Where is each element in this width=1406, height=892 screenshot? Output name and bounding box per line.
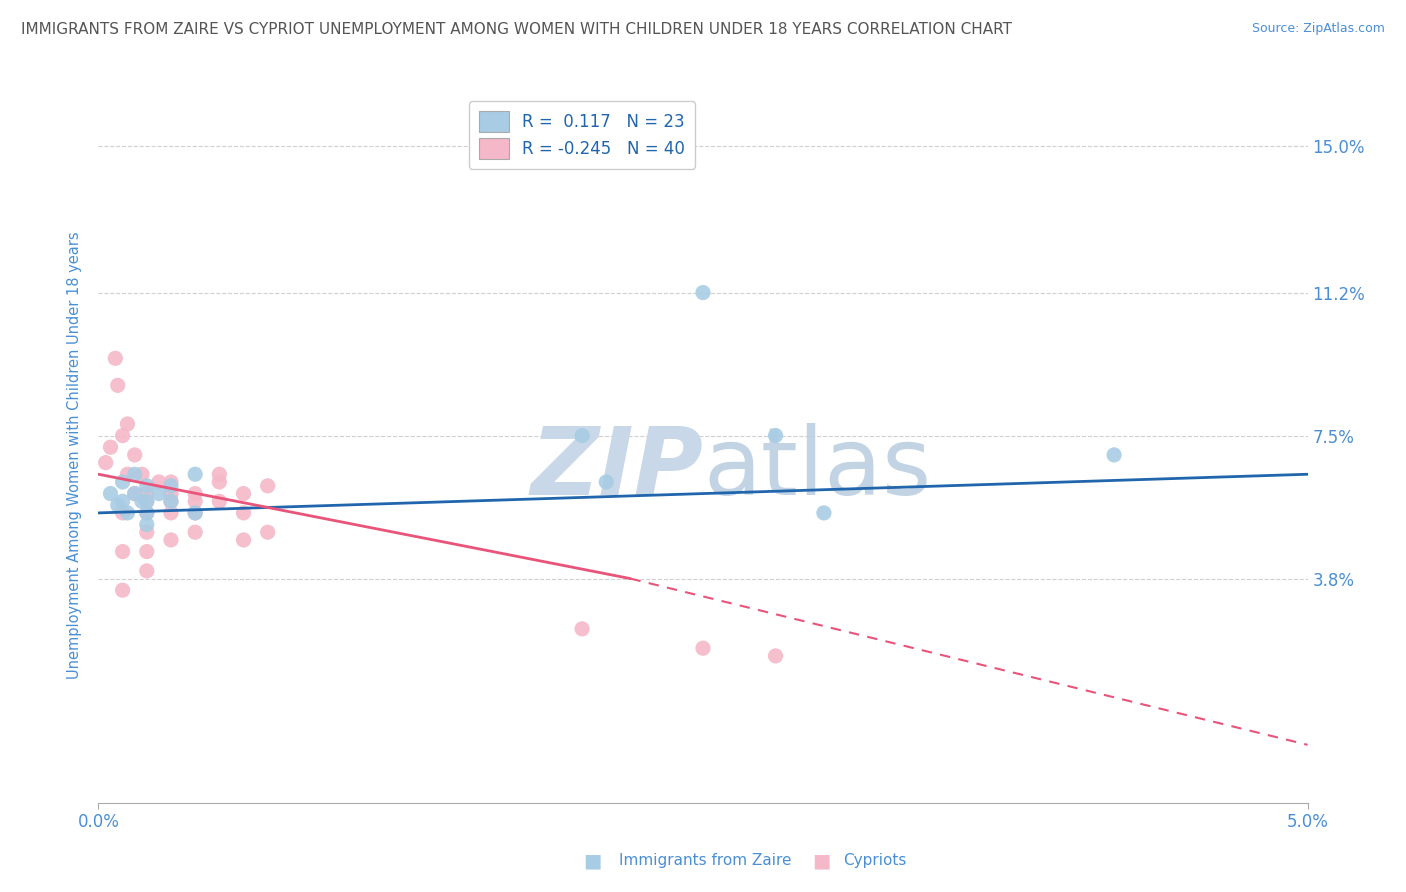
Point (100, 440, 122, 454)
Point (135, 494, 157, 508)
Point (208, 494, 231, 508)
Point (117, 417, 139, 431)
Point (813, 506, 835, 520)
Point (135, 479, 157, 493)
Point (124, 486, 146, 500)
Point (135, 564, 157, 578)
Point (256, 479, 278, 493)
Point (131, 494, 153, 508)
Text: ■: ■ (813, 851, 831, 871)
Point (184, 525, 207, 540)
Point (148, 475, 170, 489)
Text: ■: ■ (583, 851, 602, 871)
Point (765, 648, 787, 663)
Text: Cypriots: Cypriots (844, 854, 907, 868)
Point (124, 448, 146, 462)
Point (184, 506, 207, 520)
Point (232, 506, 254, 520)
Point (94, 456, 117, 470)
Point (184, 494, 207, 508)
Legend: R =  0.117   N = 23, R = -0.245   N = 40: R = 0.117 N = 23, R = -0.245 N = 40 (470, 102, 695, 169)
Point (160, 486, 183, 500)
Point (107, 498, 129, 512)
Point (160, 494, 183, 508)
Point (765, 428, 787, 442)
Point (184, 467, 207, 482)
Text: atlas: atlas (703, 423, 931, 515)
Point (111, 506, 134, 520)
Point (135, 506, 157, 520)
Point (131, 467, 153, 482)
Point (160, 494, 183, 508)
Point (232, 533, 254, 547)
Text: Immigrants from Zaire: Immigrants from Zaire (619, 854, 792, 868)
Point (135, 525, 157, 540)
Point (571, 428, 593, 442)
Y-axis label: Unemployment Among Women with Children Under 18 years: Unemployment Among Women with Children U… (67, 231, 83, 679)
Text: IMMIGRANTS FROM ZAIRE VS CYPRIOT UNEMPLOYMENT AMONG WOMEN WITH CHILDREN UNDER 18: IMMIGRANTS FROM ZAIRE VS CYPRIOT UNEMPLO… (21, 22, 1012, 37)
Point (135, 506, 157, 520)
Point (117, 467, 139, 482)
Point (111, 428, 134, 442)
Point (107, 378, 129, 392)
Point (1102, 448, 1125, 462)
Point (595, 475, 617, 489)
Point (692, 285, 714, 300)
Point (571, 622, 593, 636)
Point (232, 486, 254, 500)
Point (111, 583, 134, 598)
Point (135, 494, 157, 508)
Point (124, 486, 146, 500)
Point (135, 517, 157, 532)
Point (160, 479, 183, 493)
Point (100, 486, 122, 500)
Point (160, 506, 183, 520)
Text: ZIP: ZIP (530, 423, 703, 515)
Point (692, 641, 714, 656)
Point (256, 525, 278, 540)
Point (104, 351, 127, 366)
Point (184, 486, 207, 500)
Text: Source: ZipAtlas.com: Source: ZipAtlas.com (1251, 22, 1385, 36)
Point (117, 506, 139, 520)
Point (135, 486, 157, 500)
Point (160, 533, 183, 547)
Point (111, 475, 134, 489)
Point (184, 506, 207, 520)
Point (111, 544, 134, 558)
Point (124, 467, 146, 482)
Point (160, 475, 183, 489)
Point (208, 467, 231, 482)
Point (208, 475, 231, 489)
Point (148, 486, 170, 500)
Point (111, 494, 134, 508)
Point (135, 544, 157, 558)
